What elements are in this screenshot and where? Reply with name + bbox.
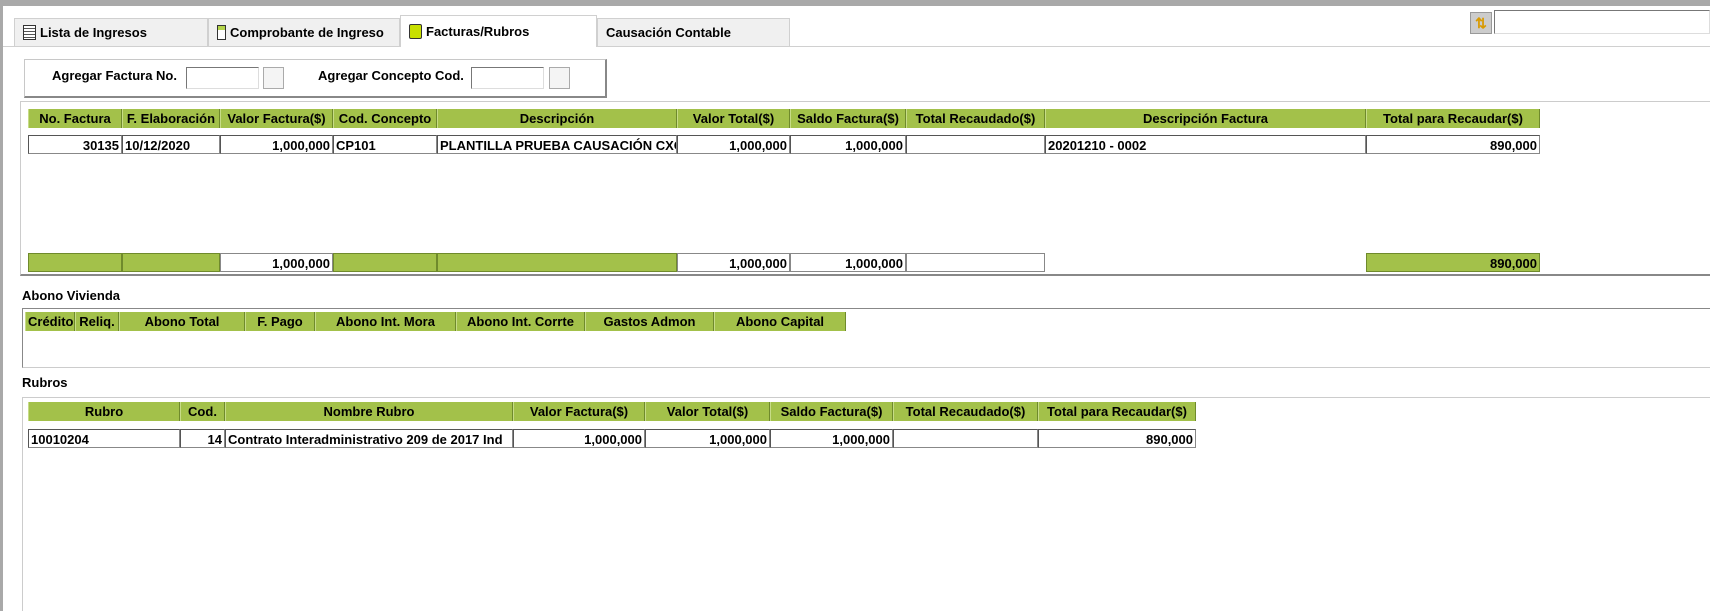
total-cell: 1,000,000 bbox=[677, 253, 790, 272]
column-header[interactable]: Valor Factura($) bbox=[513, 402, 645, 421]
total-cell bbox=[906, 253, 1045, 272]
agregar-panel bbox=[24, 59, 607, 98]
table-cell[interactable]: 1,000,000 bbox=[513, 429, 645, 448]
tab-label: Comprobante de Ingreso bbox=[230, 25, 384, 40]
tab-label: Lista de Ingresos bbox=[40, 25, 147, 40]
total-cell bbox=[122, 253, 220, 272]
invoice-icon bbox=[409, 24, 422, 39]
table-cell[interactable]: 20201210 - 0002 bbox=[1045, 135, 1366, 154]
agregar-factura-label: Agregar Factura No. bbox=[52, 68, 177, 83]
column-header[interactable]: Nombre Rubro bbox=[225, 402, 513, 421]
column-header[interactable]: Reliq. bbox=[75, 312, 119, 331]
total-cell: 890,000 bbox=[1366, 253, 1540, 272]
column-header[interactable]: Saldo Factura($) bbox=[790, 109, 906, 128]
column-header[interactable]: Total para Recaudar($) bbox=[1038, 402, 1196, 421]
column-header[interactable]: No. Factura bbox=[28, 109, 122, 128]
column-header[interactable]: Rubro bbox=[28, 402, 180, 421]
total-cell bbox=[437, 253, 677, 272]
table-cell[interactable]: 30135 bbox=[28, 135, 122, 154]
table-cell[interactable]: Contrato Interadministrativo 209 de 2017… bbox=[225, 429, 513, 448]
agregar-factura-input[interactable] bbox=[186, 67, 259, 89]
tab-causacion-contable[interactable]: Causación Contable bbox=[597, 18, 790, 46]
table-cell[interactable]: PLANTILLA PRUEBA CAUSACIÓN CXC C bbox=[437, 135, 677, 154]
agregar-factura-button[interactable] bbox=[263, 67, 284, 89]
column-header[interactable]: Saldo Factura($) bbox=[770, 402, 893, 421]
window-top-bar bbox=[0, 0, 1710, 6]
column-header[interactable]: Total Recaudado($) bbox=[893, 402, 1038, 421]
table-cell[interactable]: 1,000,000 bbox=[790, 135, 906, 154]
tab-label: Facturas/Rubros bbox=[426, 24, 530, 39]
table-cell[interactable]: 890,000 bbox=[1038, 429, 1196, 448]
tab-lista-de-ingresos[interactable]: Lista de Ingresos bbox=[14, 18, 208, 46]
document-icon bbox=[217, 25, 226, 40]
total-cell: 1,000,000 bbox=[790, 253, 906, 272]
table-cell[interactable]: 10010204 bbox=[28, 429, 180, 448]
table-cell[interactable]: 14 bbox=[180, 429, 225, 448]
facturas-grid: No. Factura F. Elaboración Valor Factura($… bbox=[20, 101, 1710, 276]
column-header[interactable]: Abono Int. Mora bbox=[315, 312, 456, 331]
column-header[interactable]: Abono Capital bbox=[714, 312, 846, 331]
table-cell[interactable]: 1,000,000 bbox=[220, 135, 333, 154]
refresh-icon[interactable]: ⇅ bbox=[1470, 12, 1492, 34]
column-header[interactable]: Valor Factura($) bbox=[220, 109, 333, 128]
tab-facturas-rubros[interactable]: Facturas/Rubros bbox=[400, 15, 597, 47]
agregar-concepto-input[interactable] bbox=[471, 67, 544, 89]
tab-comprobante-de-ingreso[interactable]: Comprobante de Ingreso bbox=[208, 18, 400, 46]
table-cell[interactable]: 1,000,000 bbox=[645, 429, 770, 448]
column-header[interactable]: F. Pago bbox=[245, 312, 315, 331]
column-header[interactable]: Total Recaudado($) bbox=[906, 109, 1045, 128]
column-header[interactable]: Valor Total($) bbox=[645, 402, 770, 421]
table-cell[interactable]: CP101 bbox=[333, 135, 437, 154]
list-icon bbox=[23, 25, 36, 40]
table-cell[interactable] bbox=[906, 135, 1045, 154]
tab-divider bbox=[3, 46, 1710, 47]
abono-vivienda-grid: Crédito Reliq. Abono Total F. Pago Abono Int… bbox=[22, 308, 1710, 368]
table-cell[interactable] bbox=[893, 429, 1038, 448]
column-header[interactable]: Descripción bbox=[437, 109, 677, 128]
total-cell bbox=[28, 253, 122, 272]
column-header[interactable]: Descripción Factura bbox=[1045, 109, 1366, 128]
table-cell[interactable]: 1,000,000 bbox=[770, 429, 893, 448]
abono-vivienda-title: Abono Vivienda bbox=[22, 288, 120, 303]
search-input[interactable] bbox=[1494, 10, 1710, 34]
column-header[interactable]: Gastos Admon bbox=[585, 312, 714, 331]
column-header[interactable]: Total para Recaudar($) bbox=[1366, 109, 1540, 128]
window-left-border bbox=[0, 6, 3, 611]
column-header[interactable]: Abono Int. Corrte bbox=[456, 312, 585, 331]
column-header[interactable]: Cod. Concepto bbox=[333, 109, 437, 128]
column-header[interactable]: Cod. bbox=[180, 402, 225, 421]
rubros-title: Rubros bbox=[22, 375, 68, 390]
table-cell[interactable]: 1,000,000 bbox=[677, 135, 790, 154]
agregar-concepto-label: Agregar Concepto Cod. bbox=[318, 68, 464, 83]
column-header[interactable]: F. Elaboración bbox=[122, 109, 220, 128]
total-cell: 1,000,000 bbox=[220, 253, 333, 272]
column-header[interactable]: Valor Total($) bbox=[677, 109, 790, 128]
table-cell[interactable]: 10/12/2020 bbox=[122, 135, 220, 154]
column-header[interactable]: Abono Total bbox=[119, 312, 245, 331]
total-cell bbox=[333, 253, 437, 272]
rubros-grid: Rubro Cod. Nombre Rubro Valor Factura($) Val… bbox=[22, 397, 1710, 611]
table-cell[interactable]: 890,000 bbox=[1366, 135, 1540, 154]
column-header[interactable]: Crédito bbox=[25, 312, 75, 331]
tab-label: Causación Contable bbox=[606, 25, 731, 40]
agregar-concepto-button[interactable] bbox=[549, 67, 570, 89]
